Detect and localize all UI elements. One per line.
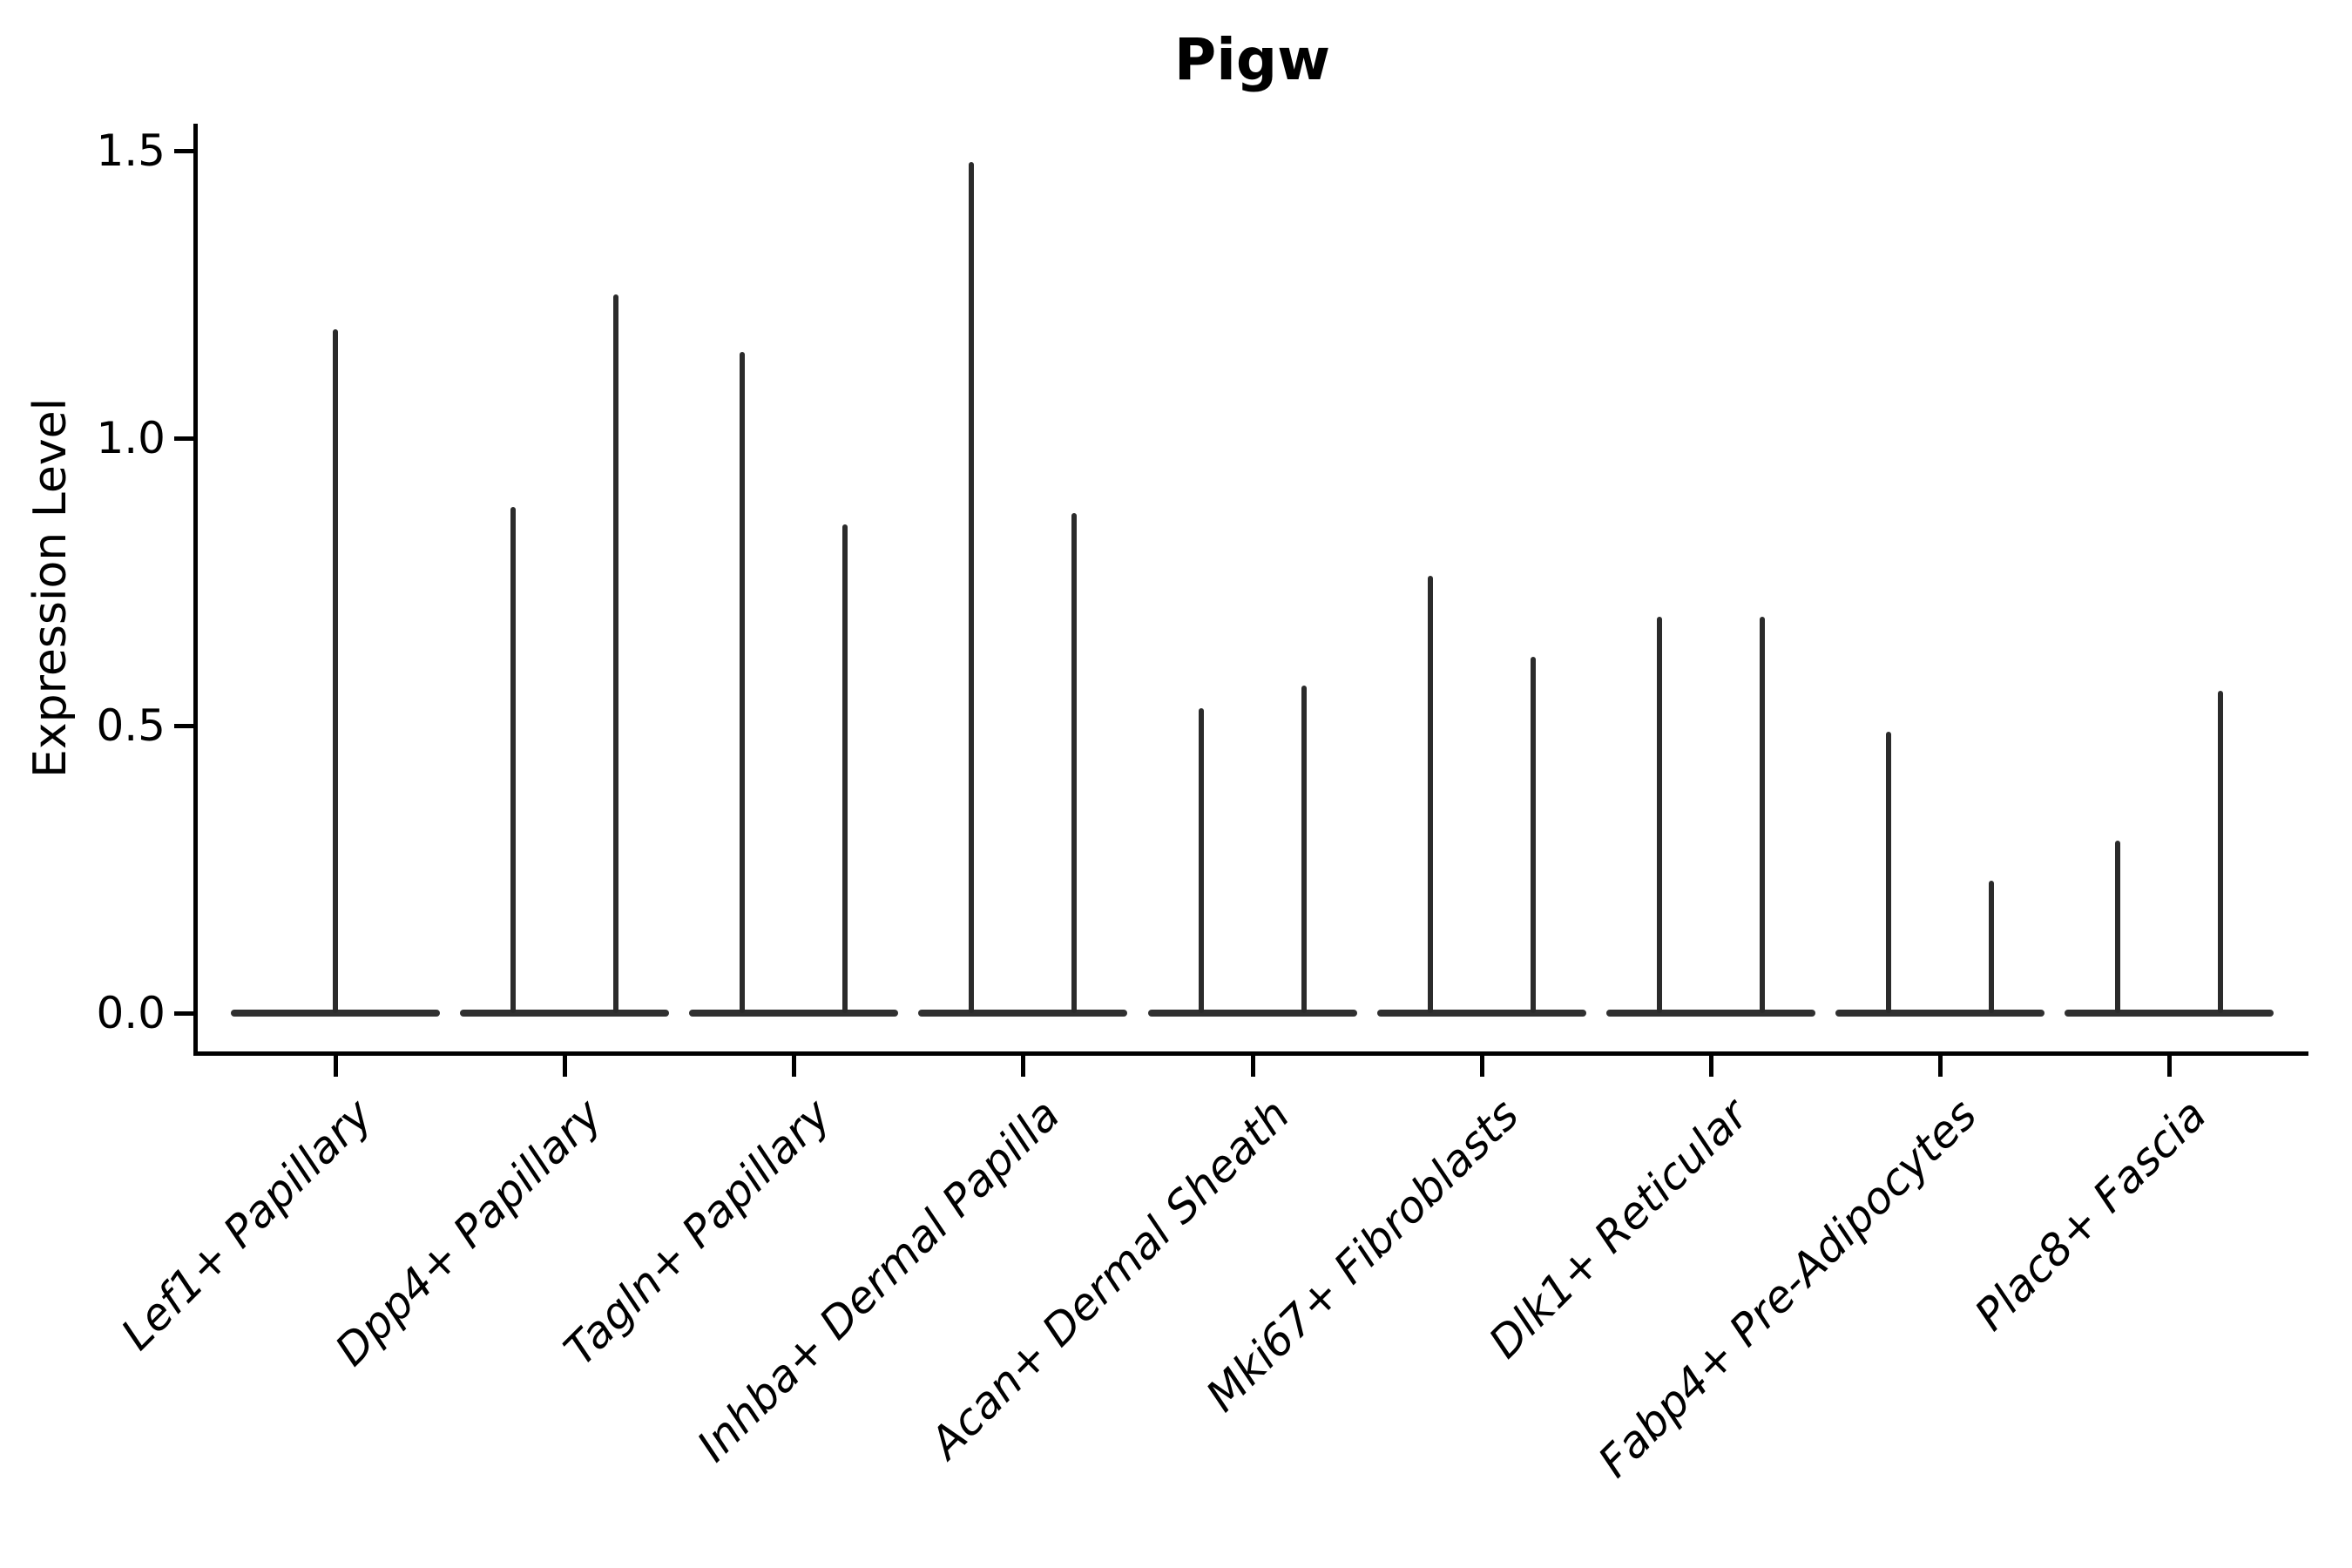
violin-spike <box>1071 512 1078 1013</box>
violin-spike <box>969 162 975 1013</box>
x-tick-label: Lef1+ Papillary <box>112 1089 382 1360</box>
violin-spike <box>1759 616 1765 1013</box>
violin-baseline <box>460 1010 670 1017</box>
x-tick <box>1021 1053 1026 1077</box>
y-tick-label: 0.5 <box>96 700 166 751</box>
violin-baseline <box>689 1010 899 1017</box>
violin-spike <box>510 507 517 1013</box>
violin-spike <box>842 524 848 1013</box>
y-axis-line <box>193 124 198 1056</box>
violin-baseline <box>1605 1010 1815 1017</box>
violin-spike <box>1427 576 1433 1013</box>
violin-spike <box>333 328 338 1013</box>
y-tick-label: 1.5 <box>96 125 166 176</box>
violin-spike <box>2218 691 2223 1013</box>
violin-spike <box>1656 616 1662 1013</box>
violin-baseline <box>2065 1010 2274 1017</box>
x-tick <box>1937 1053 1943 1077</box>
x-tick-label: Fabp4+ Pre-Adipocytes <box>1588 1089 1987 1488</box>
violin-spike <box>2115 841 2120 1013</box>
violin-spike <box>1530 656 1536 1013</box>
x-tick <box>334 1053 338 1077</box>
violin-baseline <box>1835 1010 2044 1017</box>
y-tick <box>174 1011 196 1016</box>
x-tick <box>1250 1053 1255 1077</box>
y-tick <box>174 149 196 153</box>
y-tick <box>174 724 196 728</box>
x-tick-label: Plac8+ Fascia <box>1964 1089 2216 1341</box>
x-tick <box>1479 1053 1484 1077</box>
chart-title: Pigw <box>1173 26 1331 93</box>
violin-baseline <box>918 1010 1128 1017</box>
y-tick-label: 1.0 <box>96 413 166 463</box>
x-tick <box>792 1053 797 1077</box>
violin-spike <box>1885 731 1891 1013</box>
y-tick <box>174 436 196 441</box>
y-tick-label: 0.0 <box>96 988 166 1038</box>
violin-spike <box>1198 708 1204 1013</box>
violin-spike <box>1988 881 1994 1013</box>
x-tick <box>2167 1053 2172 1077</box>
violin-spike <box>613 294 619 1013</box>
x-tick <box>1708 1053 1713 1077</box>
violin-spike <box>1301 685 1307 1013</box>
violin-spike <box>740 352 746 1013</box>
violin-baseline <box>1147 1010 1357 1017</box>
violin-baseline <box>231 1010 440 1017</box>
x-tick <box>563 1053 568 1077</box>
violin-baseline <box>1376 1010 1586 1017</box>
